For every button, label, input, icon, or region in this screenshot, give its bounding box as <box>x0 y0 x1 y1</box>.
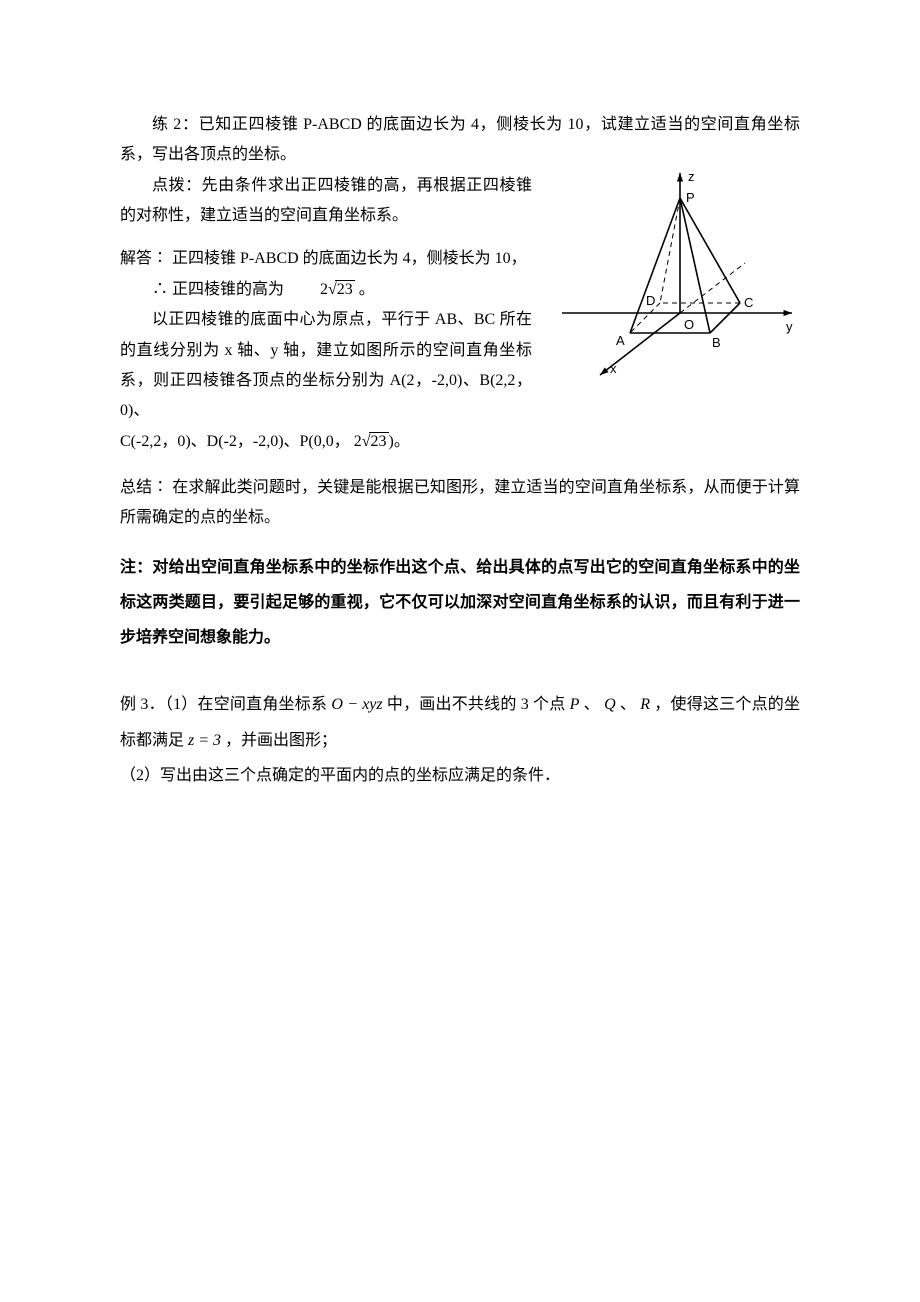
svg-text:A: A <box>616 333 625 348</box>
exercise-2-title: 练 2：已知正四棱锥 P-ABCD 的底面边长为 4，侧棱长为 10，试建立适当… <box>120 110 800 171</box>
p-coeff: 2 <box>354 433 362 450</box>
pyramid-diagram: z y x O A B C D P <box>540 163 800 394</box>
svg-text:B: B <box>712 335 721 350</box>
p-radicand: 23 <box>369 432 389 450</box>
example-3-p1: 例 3．（1）在空间直角坐标系 O − xyz 中，画出不共线的 3 个点 P … <box>120 687 800 757</box>
example-3-p2: （2）写出由这三个点确定的平面内的点的坐标应满足的条件． <box>120 758 800 793</box>
ex3-1b: 中，画出不共线的 3 个点 <box>387 696 566 713</box>
svg-text:D: D <box>646 293 655 308</box>
body-2a: C(-2,2，0)、D(-2，-2,0)、P(0,0， <box>120 433 350 450</box>
svg-text:C: C <box>744 295 753 310</box>
solution-body-2: C(-2,2，0)、D(-2，-2,0)、P(0,0， 2√23 )。 <box>120 427 800 457</box>
note: 注：对给出空间直角坐标系中的坐标作出这个点、给出具体的点写出它的空间直角坐标系中… <box>120 550 800 656</box>
summary: 总结∶ 在求解此类问题时，关键是能根据已知图形，建立适当的空间直角坐标系，从而便… <box>120 473 800 534</box>
body-2b: )。 <box>389 433 410 450</box>
ex3-P: P <box>570 696 580 713</box>
height-suffix: 。 <box>355 281 375 298</box>
ex3-eq: z = 3 <box>188 732 221 749</box>
ex3-sep2: 、 <box>620 696 636 713</box>
ex3-sep1: 、 <box>584 696 600 713</box>
ex3-R: R <box>640 696 650 713</box>
height-coeff: 2 <box>320 281 328 298</box>
svg-text:y: y <box>786 319 793 334</box>
ex3-1d: ，并画出图形； <box>225 732 337 749</box>
svg-text:z: z <box>688 169 695 184</box>
svg-text:O: O <box>684 317 694 332</box>
ex3-Q: Q <box>604 696 616 713</box>
svg-text:x: x <box>610 361 617 376</box>
height-prefix: ∴ 正四棱锥的高为 <box>152 281 284 298</box>
height-radicand: 23 <box>335 280 355 298</box>
ex3-1a: 例 3．（1）在空间直角坐标系 <box>120 696 327 713</box>
ex3-Oxyz: O − xyz <box>331 696 382 713</box>
svg-text:P: P <box>686 190 695 205</box>
